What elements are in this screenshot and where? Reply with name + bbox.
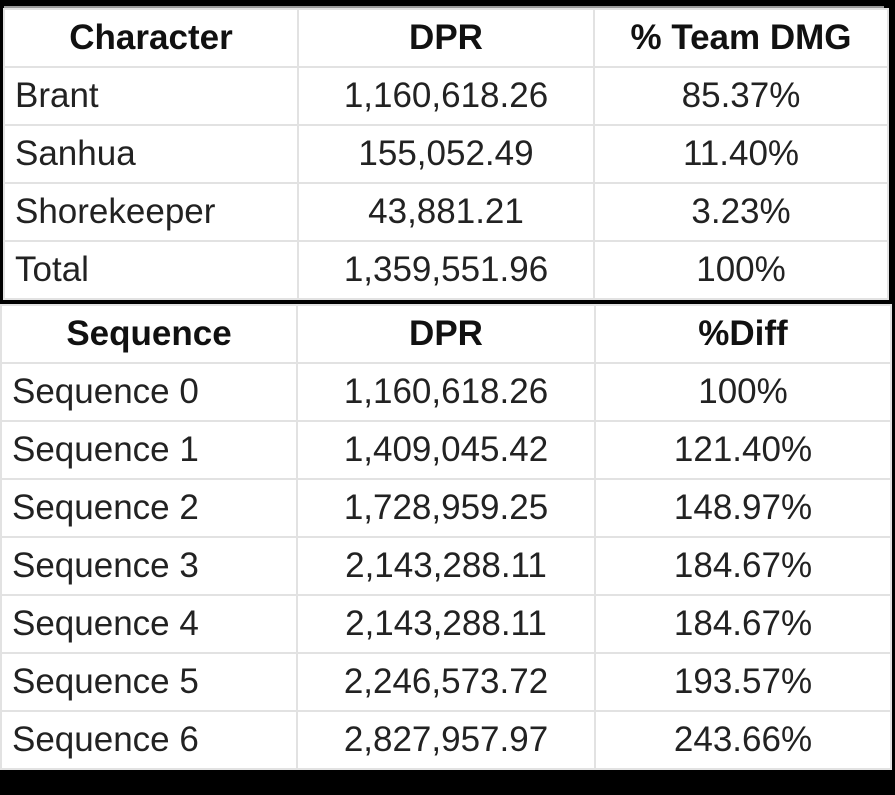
table-row: Total 1,359,551.96 100% — [3, 240, 889, 300]
dpr-cell[interactable]: 1,160,618.26 — [297, 66, 595, 126]
character-name-cell[interactable]: Shorekeeper — [3, 182, 299, 242]
dpr-cell[interactable]: 2,143,288.11 — [296, 594, 596, 654]
top-border-strip — [0, 0, 895, 8]
sequence-name-cell[interactable]: Sequence 1 — [0, 420, 298, 480]
character-dpr-table: Character DPR % Team DMG Brant 1,160,618… — [3, 8, 889, 300]
diff-cell[interactable]: 184.67% — [594, 594, 892, 654]
sequence-name-cell[interactable]: Sequence 4 — [0, 594, 298, 654]
dpr-cell[interactable]: 2,827,957.97 — [296, 710, 596, 770]
table-header-row: Character DPR % Team DMG — [3, 8, 889, 68]
character-name-cell[interactable]: Total — [3, 240, 299, 300]
table-row: Sequence 4 2,143,288.11 184.67% — [0, 594, 892, 654]
sequence-name-cell[interactable]: Sequence 5 — [0, 652, 298, 712]
team-dmg-cell[interactable]: 100% — [593, 240, 889, 300]
table-row: Sequence 3 2,143,288.11 184.67% — [0, 536, 892, 596]
table-row: Shorekeeper 43,881.21 3.23% — [3, 182, 889, 242]
diff-cell[interactable]: 243.66% — [594, 710, 892, 770]
header-cell-diff[interactable]: %Diff — [594, 304, 892, 364]
dpr-cell[interactable]: 2,143,288.11 — [296, 536, 596, 596]
character-name-cell[interactable]: Sanhua — [3, 124, 299, 184]
dpr-cell[interactable]: 43,881.21 — [297, 182, 595, 242]
team-dmg-cell[interactable]: 11.40% — [593, 124, 889, 184]
table-row: Sanhua 155,052.49 11.40% — [3, 124, 889, 184]
table-row: Sequence 6 2,827,957.97 243.66% — [0, 710, 892, 770]
team-dmg-cell[interactable]: 85.37% — [593, 66, 889, 126]
team-dmg-cell[interactable]: 3.23% — [593, 182, 889, 242]
table-header-row: Sequence DPR %Diff — [0, 304, 892, 364]
dpr-cell[interactable]: 1,728,959.25 — [296, 478, 596, 538]
header-cell-character[interactable]: Character — [3, 8, 299, 68]
dpr-cell[interactable]: 155,052.49 — [297, 124, 595, 184]
sequence-name-cell[interactable]: Sequence 6 — [0, 710, 298, 770]
dpr-cell[interactable]: 1,409,045.42 — [296, 420, 596, 480]
sequence-name-cell[interactable]: Sequence 3 — [0, 536, 298, 596]
diff-cell[interactable]: 100% — [594, 362, 892, 422]
sequence-dpr-table: Sequence DPR %Diff Sequence 0 1,160,618.… — [0, 304, 892, 770]
table-row: Brant 1,160,618.26 85.37% — [3, 66, 889, 126]
header-cell-dpr[interactable]: DPR — [296, 304, 596, 364]
table-row: Sequence 5 2,246,573.72 193.57% — [0, 652, 892, 712]
table-row: Sequence 1 1,409,045.42 121.40% — [0, 420, 892, 480]
table-row: Sequence 0 1,160,618.26 100% — [0, 362, 892, 422]
character-name-cell[interactable]: Brant — [3, 66, 299, 126]
dpr-cell[interactable]: 2,246,573.72 — [296, 652, 596, 712]
sequence-name-cell[interactable]: Sequence 0 — [0, 362, 298, 422]
header-cell-sequence[interactable]: Sequence — [0, 304, 298, 364]
diff-cell[interactable]: 121.40% — [594, 420, 892, 480]
dpr-cell[interactable]: 1,359,551.96 — [297, 240, 595, 300]
diff-cell[interactable]: 193.57% — [594, 652, 892, 712]
dpr-cell[interactable]: 1,160,618.26 — [296, 362, 596, 422]
header-cell-dpr[interactable]: DPR — [297, 8, 595, 68]
table-row: Sequence 2 1,728,959.25 148.97% — [0, 478, 892, 538]
top-gridline — [4, 6, 884, 8]
diff-cell[interactable]: 148.97% — [594, 478, 892, 538]
header-cell-team-dmg[interactable]: % Team DMG — [593, 8, 889, 68]
diff-cell[interactable]: 184.67% — [594, 536, 892, 596]
sequence-name-cell[interactable]: Sequence 2 — [0, 478, 298, 538]
